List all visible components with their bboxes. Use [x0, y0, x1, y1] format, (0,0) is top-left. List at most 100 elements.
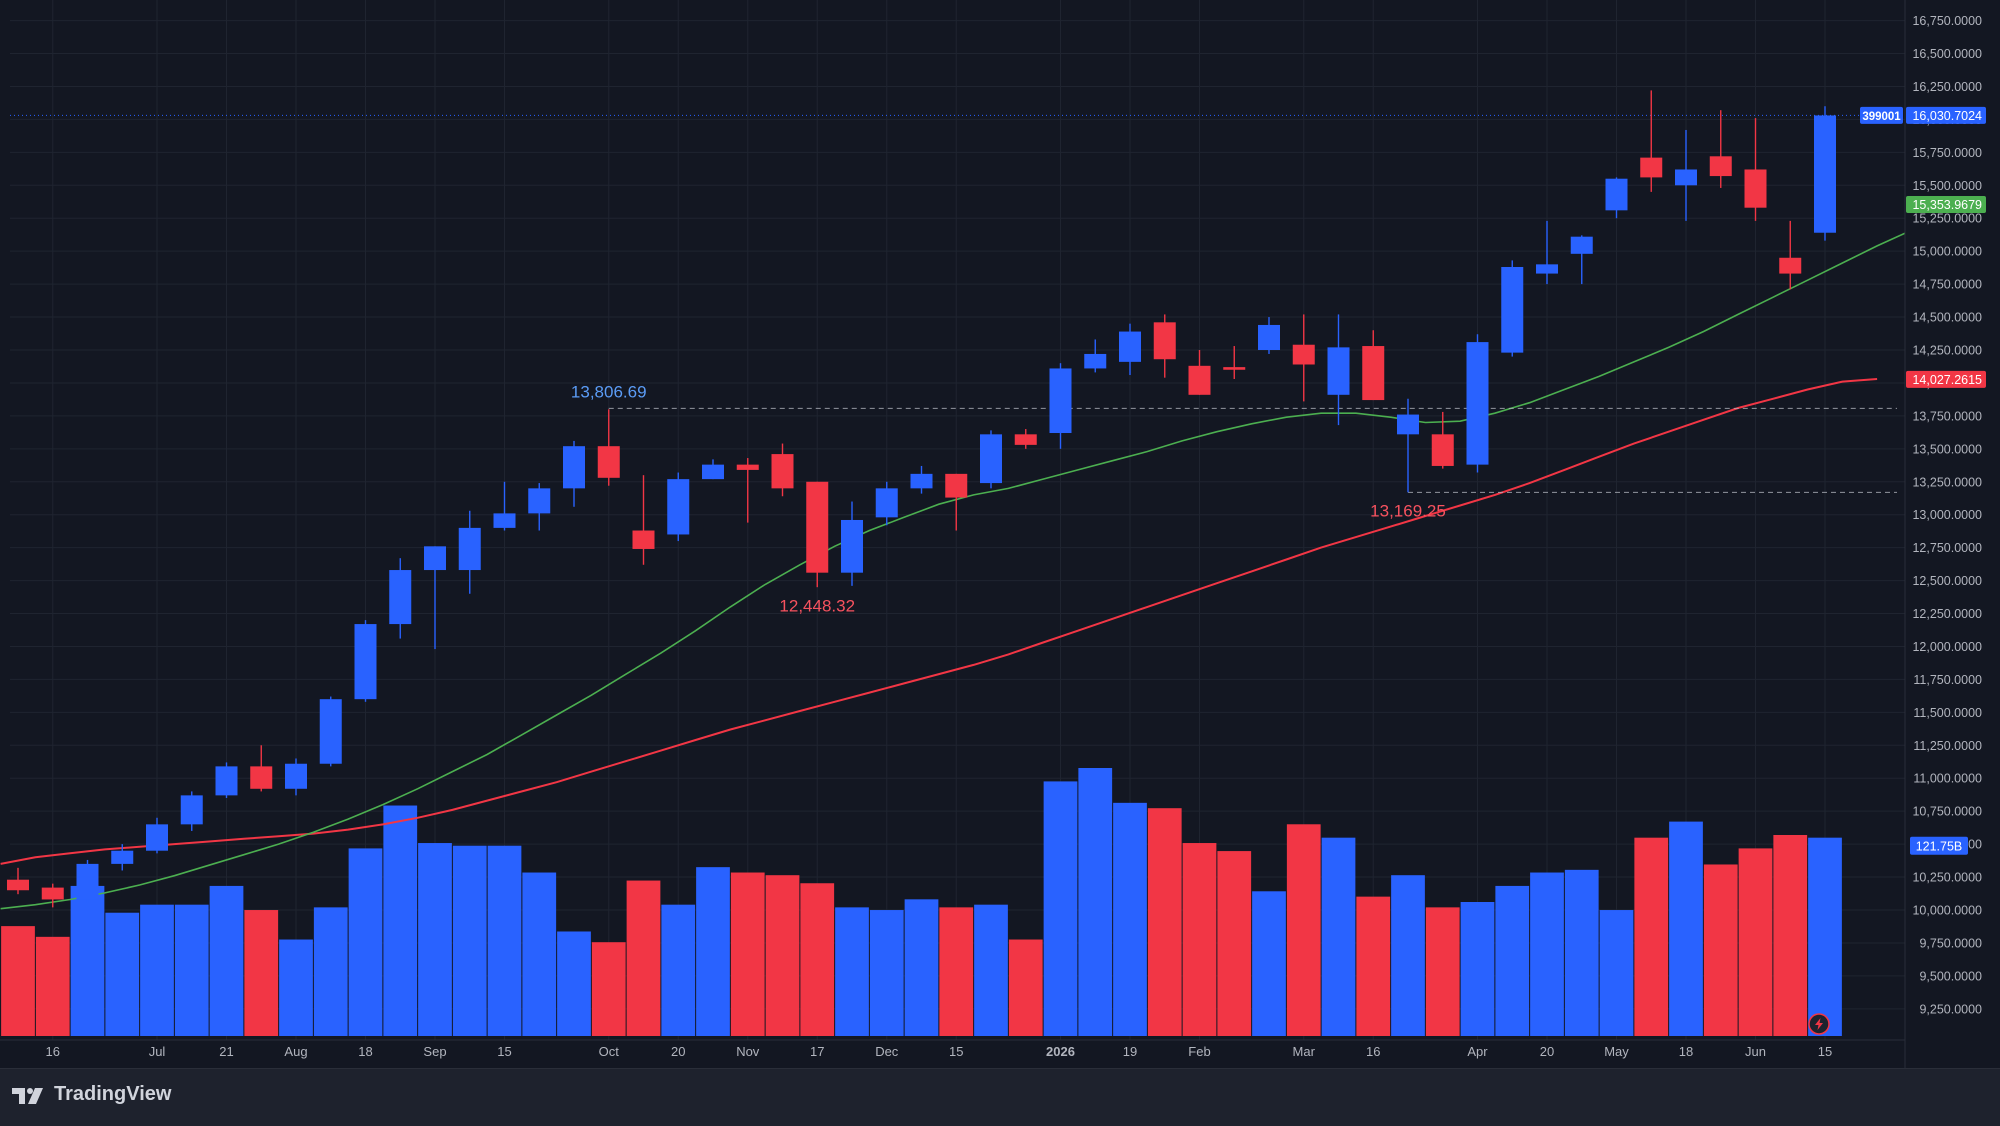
candles — [7, 90, 1836, 908]
tradingview-logo[interactable]: TradingView — [12, 1083, 171, 1106]
price-tick-label: 9,750.0000 — [1919, 936, 1982, 950]
candle — [980, 430, 1002, 489]
price-tag: 16,030.7024 399001 — [1860, 106, 1986, 124]
candle-body — [7, 879, 29, 891]
candle — [1501, 260, 1524, 357]
candle-body — [250, 766, 273, 789]
price-tick-label: 12,500.0000 — [1912, 574, 1982, 588]
candle — [1119, 323, 1141, 376]
volume-bar — [383, 805, 418, 1036]
time-tick-label: Mar — [1293, 1044, 1316, 1059]
candle-body — [1605, 178, 1628, 211]
candle-body — [1536, 264, 1558, 274]
volume-bar — [452, 845, 487, 1036]
candle — [1049, 363, 1072, 449]
volume-bar — [765, 875, 800, 1036]
candle — [563, 440, 585, 507]
candle — [1084, 339, 1107, 373]
candle — [1536, 220, 1558, 285]
time-tick-label: Apr — [1467, 1044, 1488, 1059]
volume-bar — [313, 907, 348, 1036]
time-tick-label: 17 — [810, 1044, 824, 1059]
lightning-icon[interactable] — [1808, 1013, 1830, 1035]
price-tick-label: 9,250.0000 — [1919, 1002, 1982, 1016]
candle — [1779, 220, 1802, 290]
price-tick-label: 13,250.0000 — [1912, 475, 1982, 489]
candle — [1466, 334, 1489, 473]
candle — [841, 501, 863, 586]
time-tick-label: Dec — [875, 1044, 899, 1059]
candle-body — [563, 446, 585, 489]
volume-bar — [105, 912, 140, 1036]
volume-bar — [1252, 891, 1286, 1036]
price-tick-label: 11,500.0000 — [1913, 706, 1982, 720]
time-tick-label: 16 — [1366, 1044, 1380, 1059]
candle-body — [1327, 347, 1350, 395]
candle-body — [285, 763, 307, 789]
candle — [597, 409, 620, 486]
candle-body — [180, 795, 203, 825]
candle — [736, 458, 759, 523]
candle — [180, 791, 203, 831]
candle-body — [1153, 322, 1176, 360]
price-tag-label: 16,030.7024 — [1912, 109, 1982, 123]
volume-bar — [1460, 902, 1495, 1036]
time-tick-label: Nov — [736, 1044, 760, 1059]
price-chart[interactable]: 13,806.69 12,448.32 13,169.25 9,250.0000 9,5… — [0, 0, 2000, 1068]
volume-bar — [1356, 896, 1391, 1036]
price-tick-label: 14,250.0000 — [1912, 344, 1982, 358]
price-tag-label: 15,353.9679 — [1912, 198, 1982, 212]
price-tick-label: 15,000.0000 — [1912, 245, 1982, 259]
candle — [1153, 314, 1176, 378]
price-tick-label: 12,250.0000 — [1912, 607, 1982, 621]
candle-body — [528, 488, 551, 514]
extreme-label: 13,169.25 — [1370, 501, 1446, 520]
candle-body — [1014, 434, 1037, 445]
candle — [215, 762, 238, 798]
candle-body — [493, 513, 516, 528]
price-tag: 15,353.9679 — [1906, 196, 1986, 214]
volume-bar — [1703, 864, 1738, 1036]
candle-body — [980, 434, 1002, 484]
candle — [1188, 350, 1211, 395]
brand-name: TradingView — [54, 1083, 172, 1105]
sma-long-line — [0, 378, 1878, 865]
price-tick-label: 13,500.0000 — [1912, 442, 1982, 456]
candle-body — [1188, 365, 1211, 395]
candle — [1258, 317, 1280, 354]
candle-body — [1814, 115, 1836, 233]
candle-body — [1744, 169, 1767, 208]
symbol-tag-label: 399001 — [1862, 111, 1901, 123]
candle-body — [111, 850, 134, 864]
candle-body — [1258, 324, 1280, 350]
candle — [1675, 129, 1697, 221]
candle — [76, 859, 99, 904]
candle — [1014, 429, 1037, 449]
volume-bar — [70, 885, 105, 1036]
candle-body — [1501, 266, 1524, 353]
candle-body — [1779, 257, 1802, 274]
volume-tag-label: 121.75B — [1916, 840, 1963, 854]
time-tick-label: 2026 — [1046, 1044, 1075, 1059]
candle — [1327, 314, 1350, 426]
price-axis: 9,250.0000 9,500.0000 9,750.0000 10,000.000… — [1860, 0, 2000, 1068]
time-tick-label: Aug — [284, 1044, 307, 1059]
price-tag: 14,027.2615 — [1906, 370, 1986, 388]
candle-body — [424, 546, 446, 571]
time-tick-label: May — [1604, 1044, 1629, 1059]
time-tick-label: 18 — [1679, 1044, 1693, 1059]
time-tick-label: 18 — [358, 1044, 372, 1059]
volume-bar — [800, 883, 835, 1036]
price-tick-label: 16,500.0000 — [1912, 47, 1982, 61]
volume-bar — [1391, 875, 1425, 1036]
candle — [1292, 314, 1315, 402]
volume-bar — [974, 904, 1008, 1036]
volume-bar — [1078, 768, 1113, 1036]
candle — [1397, 398, 1419, 493]
volume-bar — [696, 867, 730, 1036]
volume-bar — [1808, 837, 1842, 1036]
volume-bar — [1669, 821, 1703, 1036]
volume-bar — [1599, 910, 1634, 1036]
candle-body — [1709, 156, 1732, 177]
candle-body — [1640, 157, 1663, 178]
